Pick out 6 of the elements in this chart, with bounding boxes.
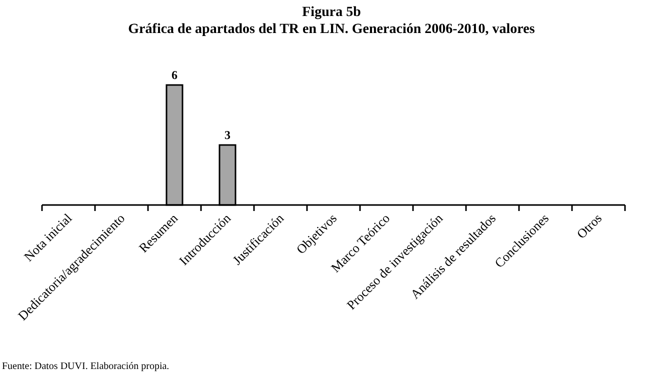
x-tick-label: Otros — [574, 210, 605, 242]
data-label: 3 — [224, 128, 230, 142]
source-note: Fuente: Datos DUVI. Elaboración propia. — [2, 361, 170, 372]
chart-title: Figura 5b — [302, 5, 362, 20]
chart-subtitle: Gráfica de apartados del TR en LIN. Generación 2006-2010, valores — [128, 22, 536, 37]
data-label: 6 — [172, 68, 178, 82]
